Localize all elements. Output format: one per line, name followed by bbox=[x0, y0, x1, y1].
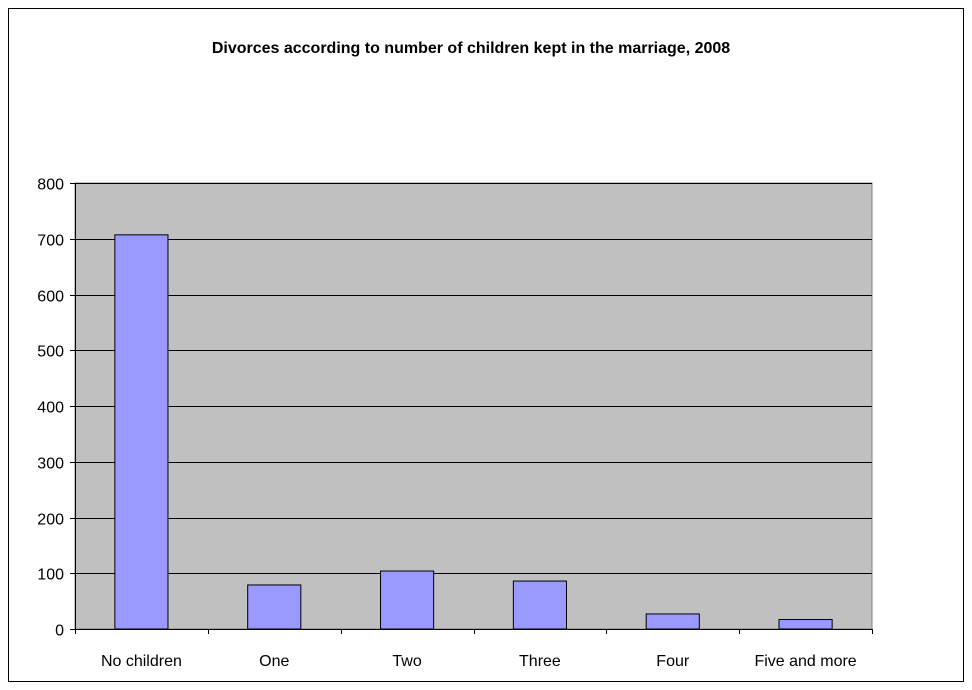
y-tick-label: 800 bbox=[37, 177, 64, 194]
bar bbox=[247, 584, 302, 630]
x-tick-label: Two bbox=[392, 653, 421, 670]
y-tick-label: 500 bbox=[37, 344, 64, 361]
x-tick-label: Four bbox=[656, 653, 690, 670]
x-tick-label: No children bbox=[101, 653, 182, 670]
bars bbox=[114, 234, 833, 630]
y-tick-label: 400 bbox=[37, 400, 64, 417]
bar bbox=[512, 580, 567, 630]
y-tick-label: 200 bbox=[37, 512, 64, 529]
bar bbox=[645, 613, 700, 630]
y-tick-label: 700 bbox=[37, 233, 64, 250]
y-axis: 0 100 200 300 400 500 600 700 800 bbox=[37, 177, 76, 640]
y-tick-label: 300 bbox=[37, 456, 64, 473]
y-tick-label: 600 bbox=[37, 289, 64, 306]
chart-title: Divorces according to number of children… bbox=[211, 40, 731, 57]
x-tick-label: Five and more bbox=[754, 653, 856, 670]
y-tick-label: 0 bbox=[55, 623, 64, 640]
x-tick-label: Three bbox=[519, 653, 561, 670]
gridlines bbox=[75, 183, 872, 574]
bar bbox=[380, 570, 435, 630]
x-tick-label: One bbox=[259, 653, 289, 670]
y-tick-label: 100 bbox=[37, 567, 64, 584]
bar bbox=[778, 619, 833, 630]
x-axis: No children One Two Three Four Five and more bbox=[75, 629, 873, 670]
bar bbox=[114, 234, 169, 630]
